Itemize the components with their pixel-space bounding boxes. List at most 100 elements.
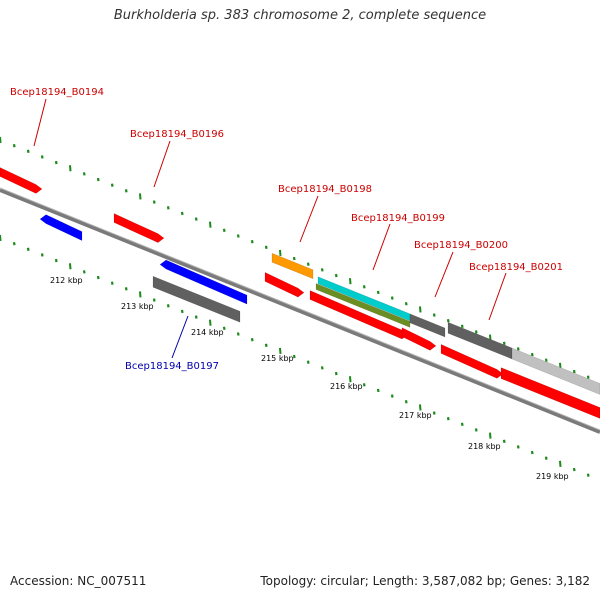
gene-label: Bcep18194_B0199 xyxy=(351,213,445,224)
major-tick xyxy=(489,432,492,439)
scale-label: 212 kbp xyxy=(50,276,83,285)
minor-tick xyxy=(194,217,198,221)
minor-tick xyxy=(362,285,366,289)
minor-tick xyxy=(390,394,394,398)
gene-arrow-forward xyxy=(0,167,43,194)
minor-tick xyxy=(390,296,394,300)
minor-tick xyxy=(544,456,548,460)
minor-tick xyxy=(12,143,16,148)
major-tick xyxy=(209,319,212,326)
minor-tick xyxy=(572,467,576,472)
minor-tick xyxy=(446,417,450,421)
minor-tick xyxy=(194,315,198,319)
major-tick xyxy=(209,221,212,228)
minor-tick xyxy=(516,347,520,351)
leader-line xyxy=(434,251,454,298)
gene-arrow-forward xyxy=(401,327,437,351)
major-tick xyxy=(279,249,282,257)
gene-arrow-reverse xyxy=(159,259,248,305)
gene-label: Bcep18194_B0196 xyxy=(130,129,224,140)
major-tick xyxy=(279,347,282,355)
lower-tick-marks xyxy=(0,234,590,477)
minor-tick xyxy=(12,241,16,246)
scale-label: 216 kbp xyxy=(330,382,363,391)
leader-line xyxy=(299,195,319,243)
minor-tick xyxy=(362,383,366,387)
minor-tick xyxy=(222,228,226,233)
backbone-line xyxy=(0,188,600,434)
minor-tick xyxy=(502,341,506,345)
minor-tick xyxy=(376,388,380,393)
minor-tick xyxy=(446,319,450,323)
map-title: Burkholderia sp. 383 chromosome 2, compl… xyxy=(113,8,487,23)
leader-line xyxy=(171,315,189,359)
minor-tick xyxy=(54,160,58,165)
minor-tick xyxy=(432,411,436,415)
minor-tick xyxy=(250,337,254,342)
minor-tick xyxy=(530,450,534,455)
minor-tick xyxy=(376,290,380,295)
minor-tick xyxy=(306,360,310,364)
leader-line xyxy=(33,98,47,147)
major-tick xyxy=(0,234,2,242)
scale-label: 219 kbp xyxy=(536,472,569,481)
major-tick xyxy=(69,165,72,172)
minor-tick xyxy=(166,304,170,308)
gene-label: Bcep18194_B0197 xyxy=(125,361,219,372)
minor-tick xyxy=(222,326,226,331)
minor-tick xyxy=(460,324,464,329)
gene-arrow-reverse xyxy=(39,214,83,241)
leader-line xyxy=(372,223,391,271)
minor-tick xyxy=(306,262,310,266)
scale-label: 217 kbp xyxy=(399,411,432,420)
minor-tick xyxy=(264,343,268,347)
gene-label: Bcep18194_B0194 xyxy=(10,87,104,98)
minor-tick xyxy=(110,281,114,285)
scale-label: 213 kbp xyxy=(121,302,154,311)
sequence-summary: Topology: circular; Length: 3,587,082 bp… xyxy=(260,574,590,588)
gene-block-orange xyxy=(271,252,314,280)
major-tick xyxy=(0,136,2,144)
minor-tick xyxy=(40,253,44,257)
minor-tick xyxy=(96,177,100,182)
gene-label: Bcep18194_B0200 xyxy=(414,240,508,251)
backbone-line-inner xyxy=(0,187,600,431)
minor-tick xyxy=(404,302,408,306)
major-tick xyxy=(69,263,72,270)
scale-label: 214 kbp xyxy=(191,328,224,337)
leader-line xyxy=(153,140,171,188)
major-tick xyxy=(349,376,352,383)
major-tick xyxy=(559,460,562,467)
minor-tick xyxy=(264,245,268,249)
minor-tick xyxy=(516,445,520,449)
major-tick xyxy=(419,404,422,411)
minor-tick xyxy=(82,270,86,274)
minor-tick xyxy=(334,273,338,278)
gene-arrow-forward xyxy=(113,213,165,243)
minor-tick xyxy=(124,189,128,193)
minor-tick xyxy=(152,298,156,302)
minor-tick xyxy=(586,375,590,379)
minor-tick xyxy=(180,211,184,216)
minor-tick xyxy=(292,256,296,261)
gene-block-olive xyxy=(315,283,411,328)
gene-block-lightgray xyxy=(511,347,600,395)
major-tick xyxy=(419,306,422,313)
gene-arrow-forward xyxy=(264,271,305,298)
minor-tick xyxy=(530,352,534,357)
minor-tick xyxy=(236,332,240,336)
upper-tick-marks xyxy=(0,136,590,379)
minor-tick xyxy=(432,313,436,317)
minor-tick xyxy=(180,309,184,314)
minor-tick xyxy=(40,155,44,159)
minor-tick xyxy=(502,439,506,443)
leader-line xyxy=(488,272,507,321)
minor-tick xyxy=(474,428,478,432)
gene-arrow-forward xyxy=(440,343,504,379)
minor-tick xyxy=(236,234,240,238)
accession-text: Accession: NC_007511 xyxy=(10,574,147,588)
minor-tick xyxy=(110,183,114,187)
major-tick xyxy=(139,193,142,200)
gene-label-group: Bcep18194_B0194 Bcep18194_B0196 Bcep1819… xyxy=(10,87,563,372)
